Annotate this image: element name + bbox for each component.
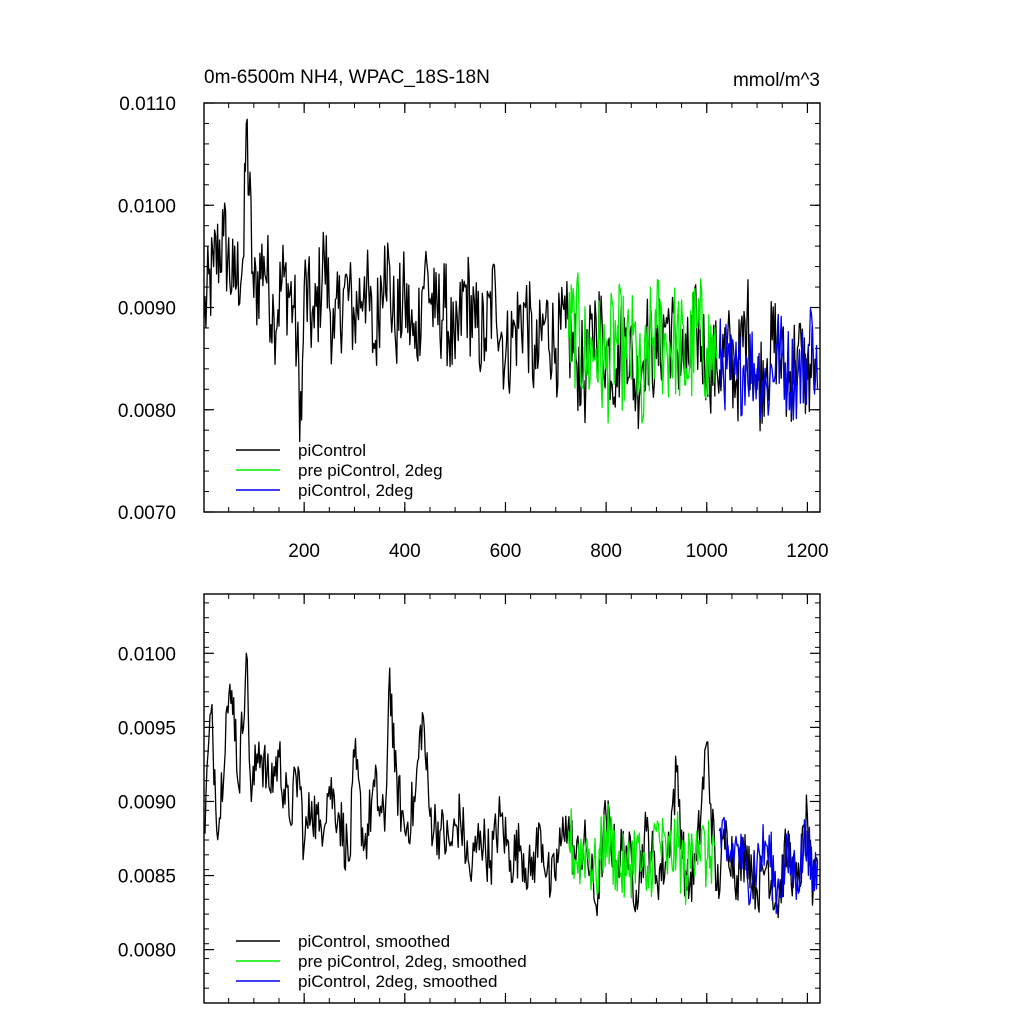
top-legend-label: pre piControl, 2deg (298, 461, 443, 480)
top-ytick-label: 0.0110 (119, 94, 176, 115)
top-legend-label: piControl (298, 441, 366, 460)
bottom-legend-label: piControl, 2deg, smoothed (298, 972, 497, 991)
chart-title: 0m-6500m NH4, WPAC_18S-18N (204, 67, 490, 88)
top-xtick-label: 1000 (686, 541, 728, 562)
bottom-series-line (567, 803, 715, 906)
top-series-line (567, 272, 718, 424)
top-ytick-label: 0.0080 (118, 401, 176, 422)
bottom-series-line (718, 816, 819, 915)
top-series (203, 118, 819, 443)
top-ytick-label: 0.0070 (118, 503, 176, 524)
top-xtick-label: 400 (389, 541, 421, 562)
bottom-plot-frame (203, 593, 821, 1004)
top-xtick-label: 800 (590, 541, 622, 562)
bottom-series-line (203, 652, 819, 919)
bottom-ytick-label: 0.0090 (118, 792, 176, 813)
bottom-ytick-label: 0.0085 (118, 867, 176, 888)
units-label: mmol/m^3 (733, 70, 820, 91)
top-ytick-label: 0.0100 (118, 196, 176, 217)
top-xtick-label: 1200 (786, 541, 828, 562)
top-plot-frame (203, 102, 821, 513)
bottom-ytick-label: 0.0095 (118, 718, 176, 739)
top-ytick-label: 0.0090 (118, 299, 176, 320)
top-xtick-label: 600 (490, 541, 522, 562)
bottom-ytick-label: 0.0080 (118, 941, 176, 962)
top-xtick-label: 200 (288, 541, 320, 562)
top-series-line (203, 118, 816, 443)
bottom-legend-label: piControl, smoothed (298, 932, 450, 951)
top-legend-label: piControl, 2deg (298, 481, 413, 500)
bottom-panel: 0.0080 0.0085 0.0090 0.0095 0.0100 piControl… (118, 593, 821, 1004)
bottom-ytick-label: 0.0100 (118, 644, 176, 665)
bottom-legend-label: pre piControl, 2deg, smoothed (298, 952, 527, 971)
top-axes: 0.0070 0.0080 0.0090 0.0100 0.0110 200 400 600 8… (118, 94, 829, 562)
top-series-line (718, 308, 819, 421)
top-panel: 0m-6500m NH4, WPAC_18S-18N mmol/m^3 0.00… (118, 67, 829, 562)
bottom-axes: 0.0080 0.0085 0.0090 0.0095 0.0100 (118, 594, 820, 1004)
bottom-series (203, 652, 819, 919)
